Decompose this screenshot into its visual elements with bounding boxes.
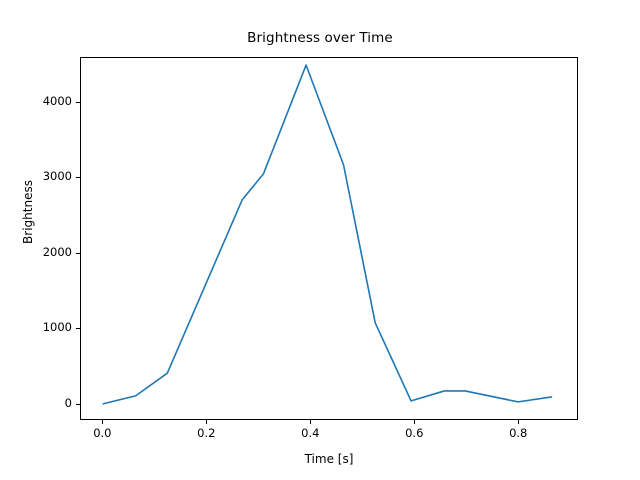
chart-title: Brightness over Time [247, 30, 393, 46]
y-tick-label: 2000 [42, 244, 72, 259]
y-tick-mark [76, 177, 80, 179]
y-tick-mark [76, 403, 80, 405]
x-tick-label: 0.2 [197, 426, 216, 440]
y-tick-label: 1000 [42, 320, 72, 335]
x-tick-mark [518, 420, 520, 424]
x-axis-label: Time [s] [304, 452, 354, 466]
x-tick-mark [206, 420, 208, 424]
x-tick-label: 0.4 [301, 426, 320, 440]
x-tick-label: 0.8 [509, 426, 528, 440]
y-tick-label: 4000 [42, 93, 72, 108]
y-tick-mark [76, 252, 80, 254]
y-tick-label: 0 [64, 395, 72, 410]
x-tick-mark [102, 420, 104, 424]
y-tick-mark [76, 328, 80, 330]
brightness-line-series [102, 64, 553, 405]
y-tick-label: 3000 [42, 169, 72, 184]
y-tick-mark [76, 101, 80, 103]
x-tick-label: 0.6 [405, 426, 424, 440]
x-tick-mark [310, 420, 312, 424]
plot-axes-area [80, 57, 578, 420]
x-tick-label: 0.0 [93, 426, 112, 440]
y-axis-label: Brightness [21, 180, 35, 244]
x-tick-mark [414, 420, 416, 424]
